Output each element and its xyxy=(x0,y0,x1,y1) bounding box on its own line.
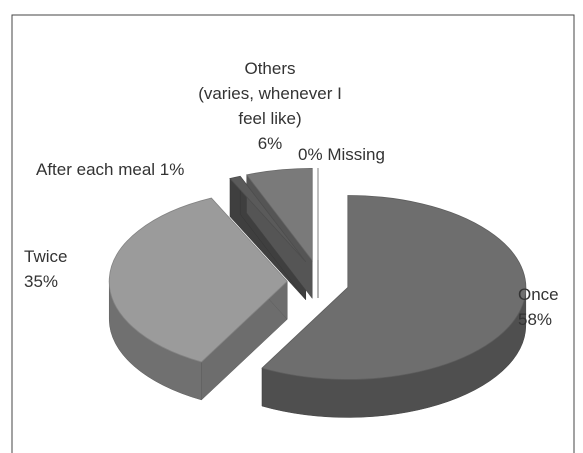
value-label: 58% xyxy=(518,310,553,329)
frame xyxy=(11,14,575,453)
value-label: 35% xyxy=(24,272,59,291)
category-label: Once xyxy=(518,285,559,304)
value-label: 1% xyxy=(159,160,185,179)
label-once: Once 58% xyxy=(518,282,559,332)
label-missing: 0% Missing xyxy=(298,142,385,167)
slice xyxy=(245,167,313,262)
label-twice: Twice 35% xyxy=(24,244,67,294)
category-label: Missing xyxy=(327,145,385,164)
slice xyxy=(229,175,307,263)
slice xyxy=(261,195,527,380)
value-label: 0% xyxy=(298,145,323,164)
category-label: Others (varies, whenever I feel like) xyxy=(198,59,342,128)
value-label: 6% xyxy=(257,134,283,153)
label-others: Others (varies, whenever I feel like) 6% xyxy=(160,56,380,156)
label-after-meal: After each meal 1% xyxy=(36,157,184,182)
slice-tops xyxy=(108,167,527,380)
category-label: Twice xyxy=(24,247,68,266)
slice xyxy=(108,197,288,363)
category-label: After each meal xyxy=(36,160,156,179)
